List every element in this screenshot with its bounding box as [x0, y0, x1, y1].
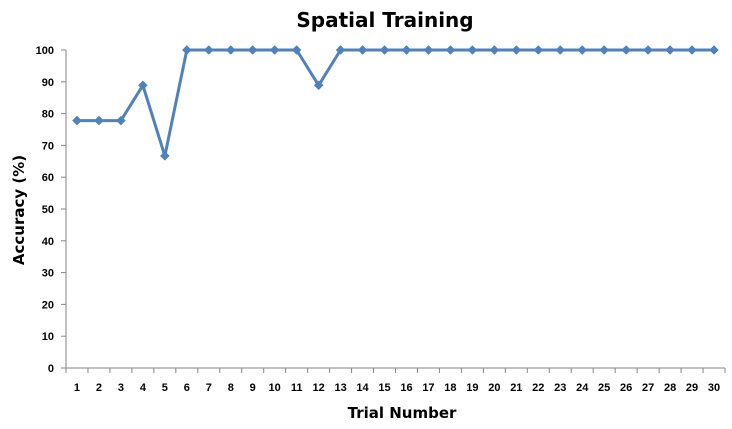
x-tick-label: 23: [554, 382, 566, 394]
data-point-marker: [401, 45, 412, 55]
data-point-marker: [269, 45, 280, 55]
y-tick-label: 80: [42, 109, 54, 121]
data-point-marker: [621, 45, 632, 55]
x-tick-label: 29: [686, 382, 698, 394]
data-point-marker: [225, 45, 236, 55]
y-tick-label: 0: [48, 363, 54, 375]
data-point-marker: [445, 45, 456, 55]
x-tick-label: 3: [118, 382, 124, 394]
x-tick-label: 14: [356, 382, 369, 394]
x-tick-label: 13: [334, 382, 346, 394]
data-point-marker: [291, 45, 302, 55]
y-tick-label: 10: [42, 331, 54, 343]
y-axis-title: Accuracy (%): [10, 155, 28, 265]
data-point-marker: [555, 45, 566, 55]
y-tick-label: 70: [42, 140, 54, 152]
x-tick-label: 20: [488, 382, 500, 394]
x-axis-title: Trial Number: [348, 404, 457, 422]
x-tick-label: 12: [312, 382, 324, 394]
x-tick-label: 30: [708, 382, 720, 394]
data-point-marker: [379, 45, 390, 55]
y-tick-label: 100: [36, 45, 54, 57]
x-tick-label: 2: [96, 382, 102, 394]
y-tick-label: 30: [42, 268, 54, 280]
y-tick-label: 60: [42, 172, 54, 184]
x-tick-label: 4: [140, 382, 147, 394]
x-tick-label: 25: [598, 382, 610, 394]
x-tick-label: 10: [269, 382, 281, 394]
y-tick-label: 20: [42, 299, 54, 311]
x-tick-label: 27: [642, 382, 654, 394]
data-point-marker: [203, 45, 214, 55]
x-tick-label: 7: [206, 382, 212, 394]
data-point-marker: [533, 45, 544, 55]
data-point-marker: [687, 45, 697, 55]
x-tick-label: 6: [184, 382, 190, 394]
series-line: [75, 48, 716, 158]
x-tick-label: 28: [664, 382, 676, 394]
data-point-marker: [511, 45, 522, 55]
x-tick-label: 8: [228, 382, 234, 394]
x-tick-label: 5: [162, 382, 168, 394]
x-tick-label: 15: [378, 382, 390, 394]
data-point-marker: [709, 45, 719, 55]
y-tick-label: 90: [42, 77, 54, 89]
x-tick-label: 22: [532, 382, 544, 394]
x-tick-label: 19: [466, 382, 478, 394]
data-point-marker: [159, 151, 170, 161]
data-point-marker: [247, 45, 258, 55]
y-tick-label: 40: [42, 236, 54, 248]
data-point-marker: [313, 80, 324, 91]
chart-title: Spatial Training: [296, 8, 473, 32]
data-point-marker: [72, 115, 82, 126]
x-tick-label: 11: [291, 382, 303, 394]
x-tick-label: 9: [250, 382, 256, 394]
data-point-marker: [489, 45, 500, 55]
data-point-marker: [116, 115, 126, 126]
data-point-marker: [665, 45, 675, 55]
data-point-marker: [357, 45, 368, 55]
x-tick-label: 1: [74, 382, 80, 394]
x-tick-label: 18: [444, 382, 456, 394]
x-tick-label: 26: [620, 382, 632, 394]
data-point-marker: [467, 45, 478, 55]
y-axis-ticks: 0 10 20 30 40 50 60 70 80 90 100: [36, 45, 66, 375]
data-point-marker: [423, 45, 434, 55]
data-point-marker: [181, 45, 192, 55]
x-tick-label: 21: [510, 382, 522, 394]
x-axis-ticks: 1 2 3 4 5 6 7 8 9 10 11 12 13 14 15 16 17 18 19 20 21 22 23 24 2…: [65, 368, 726, 394]
series-layer: [72, 45, 719, 161]
data-point-marker: [599, 45, 610, 55]
x-tick-label: 24: [576, 382, 589, 394]
x-tick-label: 17: [422, 382, 434, 394]
data-point-marker: [138, 80, 148, 91]
x-tick-label: 16: [400, 382, 412, 394]
data-point-marker: [335, 45, 346, 55]
data-point-marker: [577, 45, 588, 55]
data-point-marker: [643, 45, 653, 55]
y-tick-label: 50: [42, 204, 54, 216]
data-point-marker: [94, 115, 104, 126]
